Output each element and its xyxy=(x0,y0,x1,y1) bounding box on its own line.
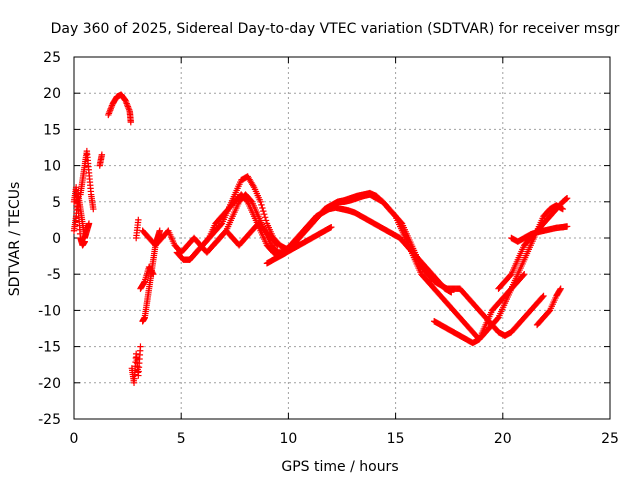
y-tick-label: 5 xyxy=(52,195,61,211)
y-tick-label: 15 xyxy=(43,122,61,138)
data-point xyxy=(261,211,268,218)
series-arc-o xyxy=(430,271,528,347)
series-arc-m xyxy=(210,220,281,249)
series-arc-e xyxy=(105,91,135,126)
data-point xyxy=(150,271,157,278)
data-point xyxy=(556,286,564,293)
data-point xyxy=(557,285,564,292)
data-points xyxy=(70,91,571,386)
data-point xyxy=(559,205,567,213)
series-arc-k xyxy=(173,173,567,343)
series-arc-f xyxy=(128,343,144,386)
series-arc-l xyxy=(186,191,547,339)
y-tick-label: 20 xyxy=(43,86,61,102)
x-tick-label: 25 xyxy=(601,431,619,447)
x-tick-labels: 0 5 10 15 20 25 xyxy=(70,431,619,447)
data-point xyxy=(563,223,571,230)
y-tick-label: -5 xyxy=(47,267,61,283)
data-point xyxy=(137,343,144,350)
data-point xyxy=(135,216,142,224)
y-tick-label: 25 xyxy=(43,50,61,66)
data-point xyxy=(81,238,88,245)
data-point xyxy=(127,118,135,126)
data-point xyxy=(262,217,270,224)
series-arc-d xyxy=(96,151,106,169)
series-arc-g xyxy=(132,216,142,242)
x-tick-label: 5 xyxy=(177,431,186,447)
data-point xyxy=(274,242,281,249)
data-point xyxy=(563,194,571,202)
y-tick-label: 0 xyxy=(52,231,61,247)
data-point xyxy=(149,269,156,277)
data-point xyxy=(520,272,527,279)
series-arc-r xyxy=(533,285,564,329)
data-point xyxy=(273,241,280,248)
data-point xyxy=(85,220,93,227)
series-arc-c xyxy=(77,147,97,213)
axis-ticks xyxy=(73,56,611,420)
data-point xyxy=(328,223,335,231)
x-tick-label: 20 xyxy=(494,431,512,447)
y-axis-label: SDTVAR / TECUs xyxy=(7,182,23,297)
x-tick-label: 0 xyxy=(70,431,79,447)
data-point xyxy=(261,214,269,221)
data-point xyxy=(156,227,163,234)
y-tick-label: -15 xyxy=(38,340,61,356)
x-axis-label: GPS time / hours xyxy=(281,459,398,475)
y-tick-label: -25 xyxy=(38,412,61,428)
y-tick-labels: -25 -20 -15 -10 -5 0 5 10 15 20 25 xyxy=(38,50,61,428)
chart-title: Day 360 of 2025, Sidereal Day-to-day VTE… xyxy=(51,21,620,37)
series-arc-i xyxy=(137,263,157,292)
data-point xyxy=(539,293,546,301)
data-point xyxy=(521,271,528,278)
y-tick-label: -20 xyxy=(38,376,61,392)
x-tick-label: 15 xyxy=(387,431,405,447)
series-arc-q xyxy=(508,223,571,245)
series-arc-b xyxy=(70,184,88,249)
data-point xyxy=(140,279,148,286)
y-tick-label: -10 xyxy=(38,303,61,319)
y-tick-label: 10 xyxy=(43,159,61,175)
data-point xyxy=(259,204,266,212)
x-tick-label: 10 xyxy=(279,431,297,447)
series-arc-n xyxy=(263,223,335,267)
data-point xyxy=(257,198,264,205)
data-point xyxy=(98,151,106,158)
data-point xyxy=(90,205,97,213)
data-point xyxy=(540,292,547,300)
data-point xyxy=(258,201,265,209)
data-point xyxy=(260,207,267,215)
